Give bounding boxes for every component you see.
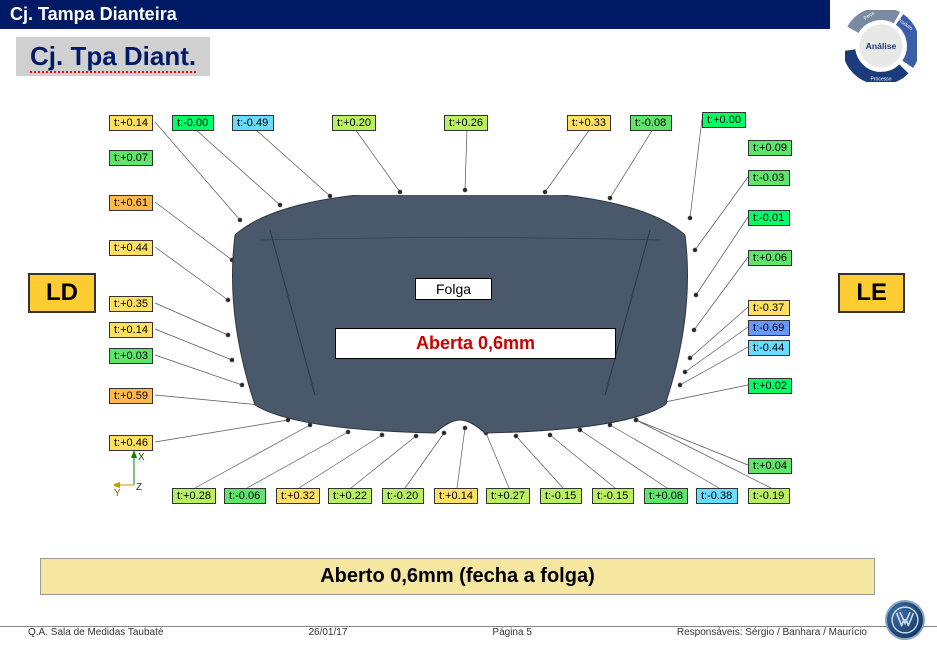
le-label: LE	[838, 273, 905, 313]
measure-label: t:+0.04	[748, 458, 792, 474]
measure-label: t:+0.46	[109, 435, 153, 451]
hood-shape	[225, 195, 695, 435]
axis-indicator: X Y Z	[114, 450, 164, 503]
measure-label: t:+0.08	[644, 488, 688, 504]
measure-label: t:+0.26	[444, 115, 488, 131]
measure-label: t:-0.20	[382, 488, 424, 504]
measure-label: t:+0.59	[109, 388, 153, 404]
ld-label: LD	[28, 273, 96, 313]
measure-label: t:-0.15	[540, 488, 582, 504]
measure-label: t:+0.61	[109, 195, 153, 211]
measure-label: t:-0.00	[172, 115, 214, 131]
footer-resp: Responsáveis: Sérgio / Banhara / Mauríci…	[677, 627, 867, 638]
svg-text:Y: Y	[114, 488, 121, 499]
footer-date: 26/01/17	[308, 627, 347, 638]
measure-label: t:-0.15	[592, 488, 634, 504]
measure-label: t:+0.22	[328, 488, 372, 504]
title-bar: Cj. Tampa Dianteira	[0, 0, 830, 29]
measure-label: t:+0.14	[109, 115, 153, 131]
measure-label: t:-0.08	[630, 115, 672, 131]
measure-label: t:+0.32	[276, 488, 320, 504]
measure-label: t:+0.06	[748, 250, 792, 266]
svg-text:X: X	[138, 452, 145, 463]
measure-label: t:-0.06	[224, 488, 266, 504]
measure-label: t:+0.14	[434, 488, 478, 504]
measure-label: t:-0.03	[748, 170, 790, 186]
aberta-label: Aberta 0,6mm	[335, 328, 616, 359]
measure-label: t:+0.35	[109, 296, 153, 312]
measure-label: t:-0.49	[232, 115, 274, 131]
footer-dept: Q.A. Sala de Medidas Taubaté	[28, 627, 163, 638]
svg-text:Análise: Análise	[866, 41, 897, 51]
measure-label: t:-0.19	[748, 488, 790, 504]
measure-label: t:-0.38	[696, 488, 738, 504]
svg-text:Z: Z	[136, 482, 142, 493]
measure-label: t:-0.69	[748, 320, 790, 336]
measure-label: t:+0.02	[748, 378, 792, 394]
measure-label: t:+0.14	[109, 322, 153, 338]
footer-page: Página 5	[492, 627, 531, 638]
measure-label: t:+0.44	[109, 240, 153, 256]
conclusion-bar: Aberto 0,6mm (fecha a folga)	[40, 558, 875, 595]
measure-label: t:+0.28	[172, 488, 216, 504]
svg-text:Processo: Processo	[871, 77, 892, 82]
footer: Q.A. Sala de Medidas Taubaté 26/01/17 Pá…	[0, 626, 937, 642]
measure-label: t:-0.01	[748, 210, 790, 226]
diagram-area: LD LE Folga Aberta 0,6mm X Y Z t:+0.14 t:…	[0, 100, 937, 520]
vw-logo-icon	[885, 600, 925, 640]
measure-label: t:+0.00	[702, 112, 746, 128]
analysis-donut-icon: Análise Peça Produto Processo	[845, 10, 917, 82]
measure-label: t:+0.33	[567, 115, 611, 131]
measure-label: t:+0.20	[332, 115, 376, 131]
title-text: Cj. Tampa Dianteira	[10, 4, 177, 24]
measure-label: t:-0.37	[748, 300, 790, 316]
measure-label: t:+0.09	[748, 140, 792, 156]
measure-label: t:+0.03	[109, 348, 153, 364]
measure-label: t:-0.44	[748, 340, 790, 356]
subtitle-text: Cj. Tpa Diant.	[30, 41, 196, 73]
measure-label: t:+0.07	[109, 150, 153, 166]
subtitle-box: Cj. Tpa Diant.	[16, 37, 210, 76]
folga-label: Folga	[415, 278, 492, 300]
measure-label: t:+0.27	[486, 488, 530, 504]
